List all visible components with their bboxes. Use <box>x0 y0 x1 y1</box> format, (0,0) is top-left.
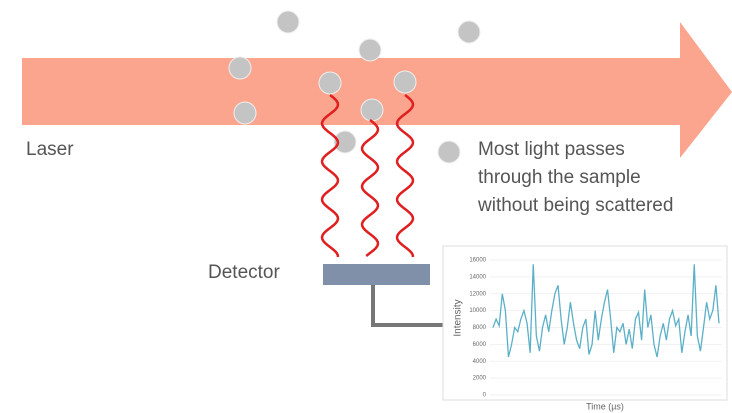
wave <box>395 94 415 258</box>
y-tick-label: 16000 <box>469 258 486 264</box>
y-tick-label: 0 <box>483 393 487 399</box>
y-axis-label: Intensity <box>453 299 464 336</box>
y-tick-label: 12000 <box>469 291 486 297</box>
scatter-waves <box>320 94 415 258</box>
detector <box>323 264 430 285</box>
particles <box>228 10 481 164</box>
connector <box>371 285 455 327</box>
y-tick-label: 14000 <box>469 274 486 280</box>
note-line: Most light passes <box>478 139 625 160</box>
inset-chart: 0 2000 4000 6000 8000 10000 12000 14000 16000 <box>469 258 722 399</box>
wave <box>360 119 380 257</box>
note-line: through the sample <box>478 167 641 188</box>
y-tick-label: 10000 <box>469 308 486 314</box>
laser-label: Laser <box>26 139 74 160</box>
wave <box>320 94 340 258</box>
y-tick-label: 6000 <box>473 342 487 348</box>
y-tick-label: 2000 <box>473 376 487 382</box>
series-line <box>492 264 720 358</box>
note-line: without being scattered <box>477 195 673 216</box>
laser-arrow <box>22 22 732 158</box>
y-tick-label: 8000 <box>473 325 487 331</box>
y-tick-label: 4000 <box>473 359 487 365</box>
x-axis-label: Time (µs) <box>586 401 624 411</box>
detector-label: Detector <box>208 262 280 283</box>
